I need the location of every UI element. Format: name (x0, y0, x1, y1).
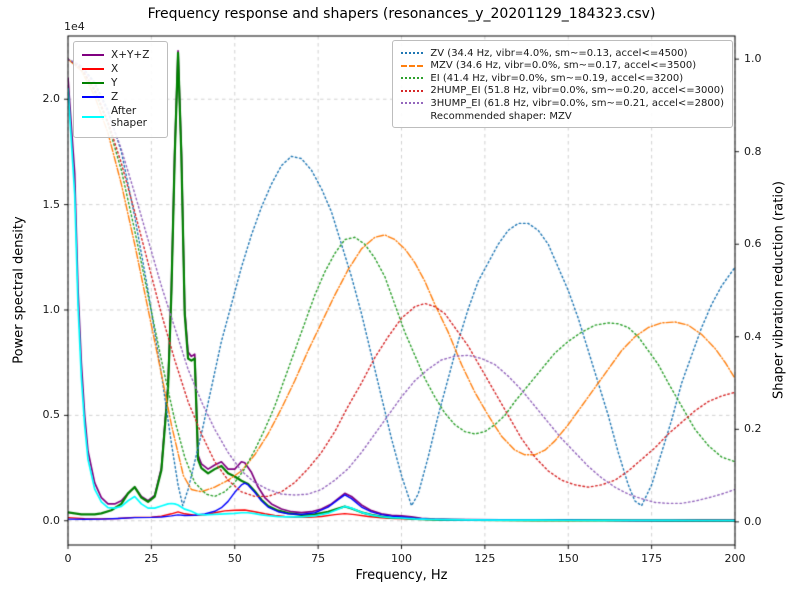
tick-label: 0.0 (744, 514, 762, 528)
2hump_ei-line-swatch (401, 89, 424, 92)
legend-shapers: ZV (34.4 Hz, vibr=4.0%, sm~=0.13, accel<… (392, 40, 733, 128)
y-line-swatch (82, 81, 104, 84)
legend-entry: Y (82, 77, 159, 90)
recommended-shaper-text: Recommended shaper: MZV (430, 110, 572, 122)
chart-title: Frequency response and shapers (resonanc… (147, 6, 656, 22)
tick-label: 0.8 (744, 144, 762, 158)
tick-label: 0.5 (42, 408, 61, 422)
ei-line-swatch (401, 77, 424, 79)
legend-entry-label: EI (41.4 Hz, vibr=0.0%, sm~=0.19, accel<… (430, 72, 684, 84)
y-axis-offset-text: 1e4 (64, 20, 85, 33)
x-axis-label: Frequency, Hz (355, 568, 448, 583)
legend-entry-label: 3HUMP_EI (61.8 Hz, vibr=0.0%, sm~=0.21, … (430, 97, 724, 109)
legend-entry-label: ZV (34.4 Hz, vibr=4.0%, sm~=0.13, accel<… (430, 47, 688, 59)
mzv-line-swatch (401, 64, 424, 67)
tick-label: 100 (391, 552, 412, 565)
tick-label: 2.0 (42, 92, 61, 106)
z-line-swatch (82, 96, 104, 99)
tick-label: 150 (557, 552, 579, 565)
y-left-axis-label: Power spectral density (11, 216, 27, 364)
legend-entry: X (82, 63, 159, 76)
legend-entry-label: X (111, 62, 119, 75)
tick-label: 0.0 (42, 513, 61, 527)
tick-label: 75 (311, 552, 326, 565)
tick-label: 1.0 (42, 302, 61, 316)
legend-entry-label: X+Y+Z (111, 48, 150, 61)
legend-psd-series: X+Y+Z X Y Z After shaper (73, 41, 168, 138)
y-right-axis-label: Shaper vibration reduction (ratio) (771, 181, 787, 399)
tick-label: 0 (64, 552, 72, 565)
legend-entry: Z (82, 91, 159, 104)
legend-entry: X+Y+Z (82, 49, 159, 62)
tick-label: 1.5 (42, 197, 61, 211)
tick-label: 25 (144, 552, 159, 565)
legend-entry-label: 2HUMP_EI (51.8 Hz, vibr=0.0%, sm~=0.20, … (430, 85, 724, 96)
tick-label: 1.0 (744, 52, 762, 66)
3hump_ei-line-swatch (401, 102, 424, 104)
legend-entry-label: Z (111, 90, 119, 103)
zv-line-swatch (401, 52, 424, 54)
tick-label: 0.6 (744, 237, 762, 251)
tick-label: 125 (474, 552, 496, 565)
tick-label: 0.4 (744, 329, 762, 343)
legend-entry: 3HUMP_EI (61.8 Hz, vibr=0.0%, sm~=0.21, … (401, 98, 724, 109)
tick-label: 200 (724, 552, 746, 565)
legend-entry: EI (41.4 Hz, vibr=0.0%, sm~=0.19, accel<… (401, 73, 724, 84)
legend-entry: ZV (34.4 Hz, vibr=4.0%, sm~=0.13, accel<… (401, 48, 724, 59)
after-shaper-line-swatch (82, 116, 104, 119)
legend-entry-label: Y (111, 76, 118, 89)
tick-label: 50 (227, 552, 242, 565)
x-y-z-line-swatch (82, 53, 104, 56)
tick-label: 175 (641, 552, 663, 565)
x-line-swatch (82, 67, 104, 70)
legend-entry-label: After shaper (111, 104, 148, 130)
legend-entry-label: MZV (34.6 Hz, vibr=0.0%, sm~=0.17, accel… (430, 60, 697, 71)
legend-entry: 2HUMP_EI (51.8 Hz, vibr=0.0%, sm~=0.20, … (401, 85, 724, 96)
legend-entry: MZV (34.6 Hz, vibr=0.0%, sm~=0.17, accel… (401, 60, 724, 71)
tick-label: 0.2 (744, 422, 762, 436)
legend-entry: After shaper (82, 105, 159, 130)
